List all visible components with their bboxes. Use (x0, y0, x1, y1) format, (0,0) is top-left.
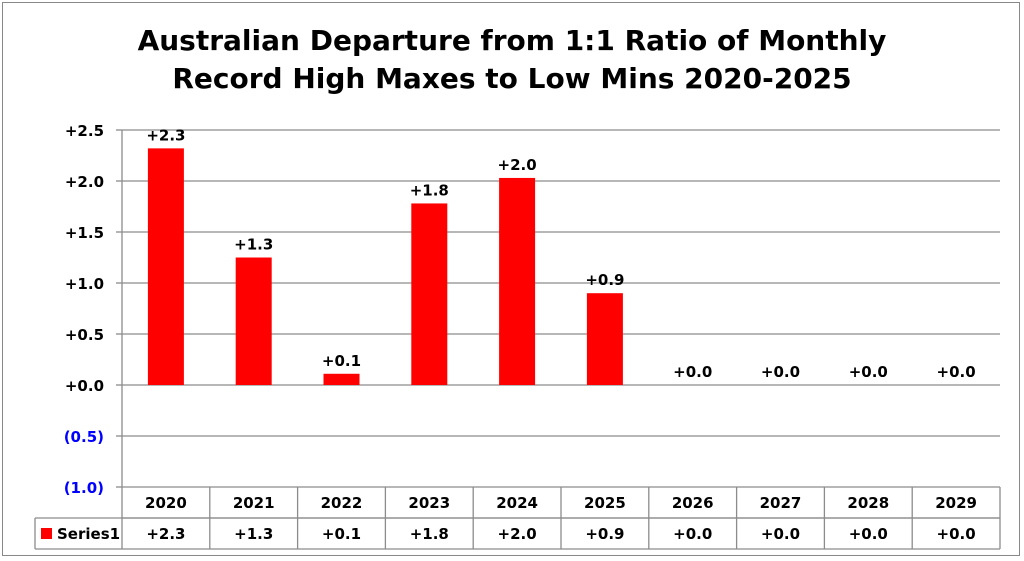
data-label: +1.3 (234, 236, 273, 254)
table-value: +0.0 (673, 525, 712, 543)
chart-title: Australian Departure from 1:1 Ratio of M… (0, 22, 1024, 98)
x-category-label: 2029 (935, 494, 977, 512)
y-tick-label: +2.5 (65, 122, 104, 140)
y-tick-label: +0.5 (65, 326, 104, 344)
x-category-label: 2024 (496, 494, 538, 512)
data-label: +0.0 (761, 363, 800, 381)
x-category-label: 2025 (584, 494, 626, 512)
x-category-label: 2022 (321, 494, 363, 512)
data-label: +2.0 (498, 156, 537, 174)
data-label: +2.3 (146, 126, 185, 144)
y-tick-label: +1.5 (65, 224, 104, 242)
y-tick-label: (1.0) (64, 479, 104, 497)
data-label: +0.9 (585, 271, 624, 289)
bar-2021 (235, 257, 272, 385)
table-value: +0.0 (849, 525, 888, 543)
x-category-label: 2028 (847, 494, 889, 512)
legend-swatch (41, 528, 52, 539)
x-category-label: 2021 (233, 494, 275, 512)
data-label: +0.0 (937, 363, 976, 381)
data-label: +0.0 (849, 363, 888, 381)
chart-title-line-2: Record High Maxes to Low Mins 2020-2025 (172, 62, 852, 95)
y-tick-label: (0.5) (64, 428, 104, 446)
data-label: +0.1 (322, 352, 361, 370)
legend-label: Series1 (57, 525, 120, 543)
table-value: +2.0 (498, 525, 537, 543)
table-value: +0.0 (937, 525, 976, 543)
bar-2022 (323, 373, 360, 385)
table-value: +0.0 (761, 525, 800, 543)
bar-2024 (499, 177, 536, 385)
x-category-label: 2023 (408, 494, 450, 512)
bar-2023 (411, 203, 448, 385)
x-category-label: 2026 (672, 494, 714, 512)
table-value: +1.8 (410, 525, 449, 543)
table-value: +1.3 (234, 525, 273, 543)
x-category-label: 2027 (760, 494, 802, 512)
y-tick-label: +0.0 (65, 377, 104, 395)
table-value: +0.1 (322, 525, 361, 543)
chart-title-line-1: Australian Departure from 1:1 Ratio of M… (137, 24, 887, 57)
data-label: +1.8 (410, 181, 449, 199)
y-tick-label: +2.0 (65, 173, 104, 191)
bar-2020 (147, 148, 184, 385)
x-category-label: 2020 (145, 494, 187, 512)
data-label: +0.0 (673, 363, 712, 381)
bar-2025 (586, 293, 623, 385)
table-value: +0.9 (585, 525, 624, 543)
y-tick-label: +1.0 (65, 275, 104, 293)
table-value: +2.3 (146, 525, 185, 543)
